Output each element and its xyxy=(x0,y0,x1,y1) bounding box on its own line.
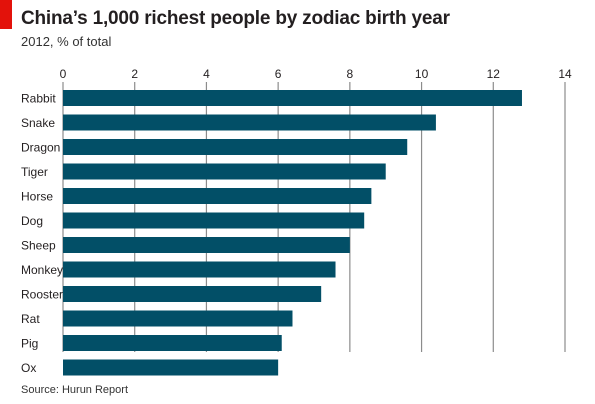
x-tick-label-2: 2 xyxy=(131,67,138,81)
bar-ox xyxy=(63,359,279,376)
category-label-pig: Pig xyxy=(21,337,38,351)
category-label-rat: Rat xyxy=(21,312,40,326)
category-labels: Rabbit Snake Dragon Tiger Horse Dog Sheep Monke… xyxy=(21,92,63,376)
x-tick-label-14: 14 xyxy=(558,67,572,81)
bar-horse xyxy=(63,188,372,204)
bar-rooster xyxy=(63,286,322,302)
category-label-dog: Dog xyxy=(21,214,43,228)
category-label-sheep: Sheep xyxy=(21,239,56,253)
brand-accent-bar xyxy=(0,0,12,29)
category-label-horse: Horse xyxy=(21,190,53,204)
x-tick-label-6: 6 xyxy=(275,67,282,81)
category-label-dragon: Dragon xyxy=(21,141,60,155)
category-label-snake: Snake xyxy=(21,116,55,130)
category-label-monkey: Monkey xyxy=(21,263,63,277)
category-label-rooster: Rooster xyxy=(21,288,63,302)
chart-title: China’s 1,000 richest people by zodiac b… xyxy=(21,8,450,29)
bar-snake xyxy=(63,114,436,131)
bar-pig xyxy=(63,335,282,351)
x-axis-ticks: 0 2 4 6 8 10 12 14 xyxy=(60,67,572,81)
chart-subtitle: 2012, % of total xyxy=(21,34,112,49)
bar-rat xyxy=(63,310,293,327)
bar-sheep xyxy=(63,237,350,253)
category-label-tiger: Tiger xyxy=(21,165,48,179)
chart-source: Source: Hurun Report xyxy=(21,384,128,396)
x-tick-label-8: 8 xyxy=(347,67,354,81)
bar-monkey xyxy=(63,261,336,278)
bar-tiger xyxy=(63,163,386,180)
x-tick-label-0: 0 xyxy=(60,67,67,81)
x-tick-label-10: 10 xyxy=(415,67,429,81)
category-label-ox: Ox xyxy=(21,361,36,375)
x-tick-label-12: 12 xyxy=(487,67,501,81)
category-label-rabbit: Rabbit xyxy=(21,92,56,106)
bar-dog xyxy=(63,212,365,229)
bar-dragon xyxy=(63,139,408,155)
x-tick-label-4: 4 xyxy=(203,67,210,81)
bars xyxy=(63,90,522,376)
bar-rabbit xyxy=(63,90,522,106)
